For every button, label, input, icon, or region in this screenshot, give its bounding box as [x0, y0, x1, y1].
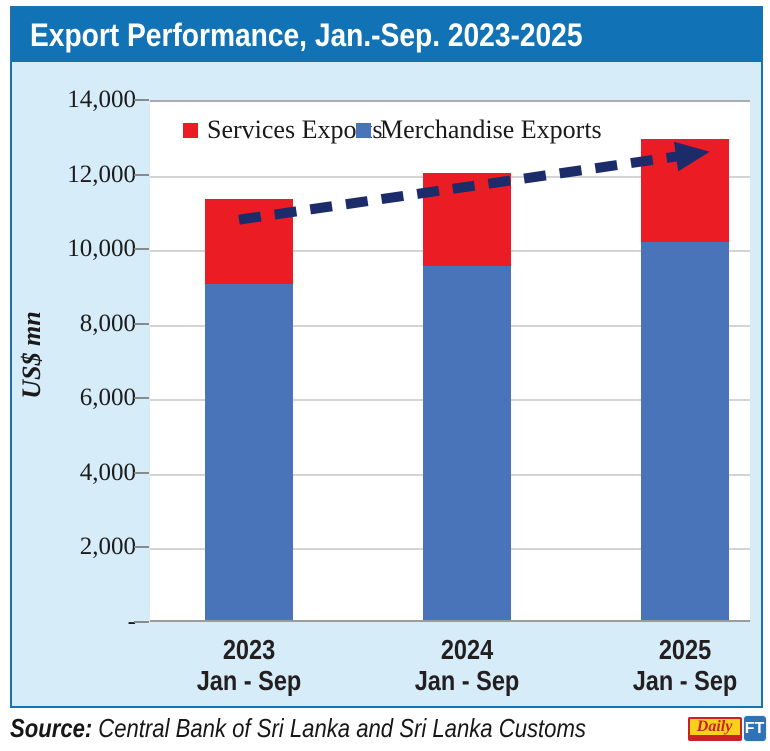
y-tick-label: 4,000	[79, 458, 136, 486]
daily-logo: Daily	[687, 716, 742, 741]
source-line: Source: Central Bank of Sri Lanka and Sri…	[10, 713, 586, 744]
y-tick-label: 10,000	[67, 235, 136, 263]
y-tick-label: 6,000	[79, 384, 136, 412]
legend-item-services: Services Exports	[183, 115, 382, 145]
bar-services-2024	[423, 172, 511, 266]
y-axis: 14,000 12,000 10,000 8,000 6,000 4,000 2,000 -	[12, 86, 142, 635]
merchandise-swatch	[356, 122, 371, 138]
x-label-2024: 2024 Jan - Sep	[414, 634, 520, 696]
y-tick-mark	[134, 248, 149, 251]
legend-item-merchandise: Merchandise Exports	[356, 115, 602, 145]
y-tick-mark	[134, 621, 149, 623]
bar-merchandise-2025	[641, 241, 729, 620]
legend: Services Exports Merchandise Exports	[183, 115, 743, 145]
daily-logo-strip	[689, 734, 740, 739]
daily-logo-text: Daily	[696, 717, 733, 735]
source-label: Source:	[10, 713, 93, 743]
bar-services-2023	[205, 198, 293, 285]
y-tick-mark	[134, 99, 149, 101]
y-tick-label: 2,000	[79, 533, 136, 561]
source-text: Central Bank of Sri Lanka and Sri Lanka …	[98, 713, 586, 743]
x-axis: 2023 Jan - Sep 2024 Jan - Sep 2025 Jan - Sep	[12, 626, 761, 704]
legend-label-services: Services Exports	[207, 115, 383, 144]
y-axis-ticks	[134, 99, 150, 624]
chart-title: Export Performance, Jan.-Sep. 2023-2025	[30, 16, 583, 53]
y-tick-mark	[134, 397, 149, 400]
chart-header: Export Performance, Jan.-Sep. 2023-2025	[12, 8, 761, 62]
plot-area: Services Exports Merchandise Exports	[150, 100, 750, 622]
y-tick-label: 12,000	[67, 160, 136, 188]
y-tick-mark	[134, 546, 149, 549]
footer: Source: Central Bank of Sri Lanka and Sri…	[0, 708, 770, 751]
bar-merchandise-2023	[205, 284, 293, 620]
y-tick-mark	[134, 471, 149, 474]
services-swatch	[183, 122, 198, 138]
ft-logo: FT	[742, 715, 767, 742]
bar-services-2025	[641, 139, 729, 242]
y-tick-mark	[134, 173, 149, 176]
y-tick-label: -	[127, 608, 136, 635]
y-tick-label: 14,000	[67, 86, 136, 113]
bar-merchandise-2024	[423, 265, 511, 620]
dailyft-graphicsdesk-logo: Daily FT GraphicsDesk	[687, 713, 770, 744]
x-label-2025: 2025 Jan - Sep	[632, 634, 738, 696]
y-tick-mark	[134, 322, 149, 325]
legend-label-merchandise: Merchandise Exports	[380, 115, 602, 144]
x-label-2023: 2023 Jan - Sep	[196, 634, 302, 696]
chart-panel: Export Performance, Jan.-Sep. 2023-2025 …	[10, 6, 763, 708]
y-tick-label: 8,000	[79, 309, 136, 337]
